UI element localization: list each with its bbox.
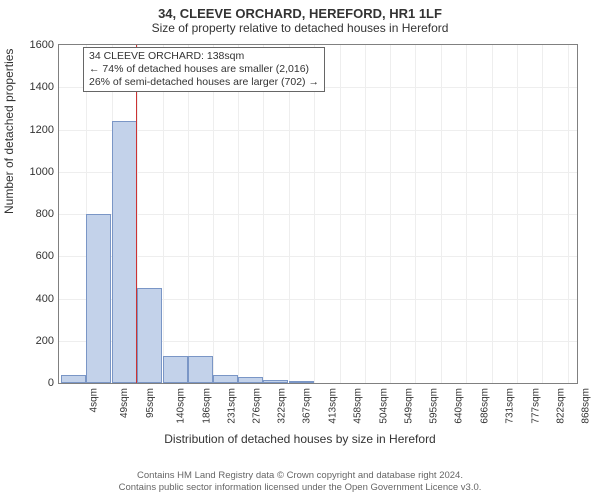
x-tick-label: 504sqm (378, 388, 389, 424)
histogram-bar (263, 380, 288, 383)
x-tick-label: 686sqm (480, 388, 491, 424)
x-tick-label: 458sqm (353, 388, 364, 424)
x-tick-label: 640sqm (454, 388, 465, 424)
x-tick-label: 186sqm (201, 388, 212, 424)
annotation-line: 34 CLEEVE ORCHARD: 138sqm (89, 50, 319, 63)
x-tick-label: 276sqm (251, 388, 262, 424)
gridline-v (441, 45, 442, 383)
credits-line: Contains public sector information licen… (0, 482, 600, 494)
y-tick-label: 400 (14, 293, 54, 305)
y-tick-label: 800 (14, 208, 54, 220)
x-tick-label: 367sqm (302, 388, 313, 424)
x-tick-label: 595sqm (429, 388, 440, 424)
histogram-bar (188, 356, 213, 383)
histogram-bar (61, 375, 86, 383)
histogram-bar (137, 288, 162, 383)
reference-marker (136, 45, 137, 383)
x-tick-label: 549sqm (403, 388, 414, 424)
x-tick-label: 413sqm (328, 388, 339, 424)
page-subtitle: Size of property relative to detached ho… (0, 21, 600, 37)
y-tick-label: 0 (14, 377, 54, 389)
gridline-v (238, 45, 239, 383)
histogram-bar (163, 356, 188, 383)
gridline-v (365, 45, 366, 383)
x-tick-label: 140sqm (176, 388, 187, 424)
y-tick-label: 1600 (14, 39, 54, 51)
gridline-v (390, 45, 391, 383)
gridline-v (289, 45, 290, 383)
x-tick-label: 731sqm (505, 388, 516, 424)
histogram-bar (289, 381, 314, 383)
annotation-line: ← 74% of detached houses are smaller (2,… (89, 63, 319, 76)
chart-container: 34, CLEEVE ORCHARD, HEREFORD, HR1 1LF Si… (0, 0, 600, 500)
gridline-v (188, 45, 189, 383)
gridline-v (568, 45, 569, 383)
x-tick-label: 822sqm (555, 388, 566, 424)
gridline-v (263, 45, 264, 383)
y-tick-label: 1200 (14, 124, 54, 136)
page-title: 34, CLEEVE ORCHARD, HEREFORD, HR1 1LF (0, 0, 600, 21)
histogram-bar (86, 214, 111, 383)
gridline-v (415, 45, 416, 383)
annotation-box: 34 CLEEVE ORCHARD: 138sqm ← 74% of detac… (83, 47, 325, 92)
x-tick-label: 95sqm (145, 388, 156, 418)
y-tick-label: 1000 (14, 166, 54, 178)
gridline-v (542, 45, 543, 383)
gridline-v (163, 45, 164, 383)
x-tick-label: 4sqm (89, 388, 100, 412)
credits-line: Contains HM Land Registry data © Crown c… (0, 470, 600, 482)
histogram-bar (112, 121, 137, 383)
gridline-v (466, 45, 467, 383)
x-tick-label: 868sqm (581, 388, 592, 424)
y-tick-label: 600 (14, 250, 54, 262)
gridline-v (213, 45, 214, 383)
x-axis-label: Distribution of detached houses by size … (0, 432, 600, 446)
x-tick-label: 49sqm (119, 388, 130, 418)
histogram-bar (213, 375, 238, 383)
x-tick-label: 777sqm (530, 388, 541, 424)
x-tick-label: 231sqm (226, 388, 237, 424)
plot-area: 34 CLEEVE ORCHARD: 138sqm ← 74% of detac… (58, 44, 578, 384)
histogram-bar (238, 377, 263, 383)
gridline-v (340, 45, 341, 383)
gridline-v (314, 45, 315, 383)
y-tick-label: 1400 (14, 81, 54, 93)
gridline-v (517, 45, 518, 383)
gridline-v (492, 45, 493, 383)
y-tick-label: 200 (14, 335, 54, 347)
annotation-line: 26% of semi-detached houses are larger (… (89, 76, 319, 89)
x-tick-label: 322sqm (277, 388, 288, 424)
credits: Contains HM Land Registry data © Crown c… (0, 470, 600, 494)
